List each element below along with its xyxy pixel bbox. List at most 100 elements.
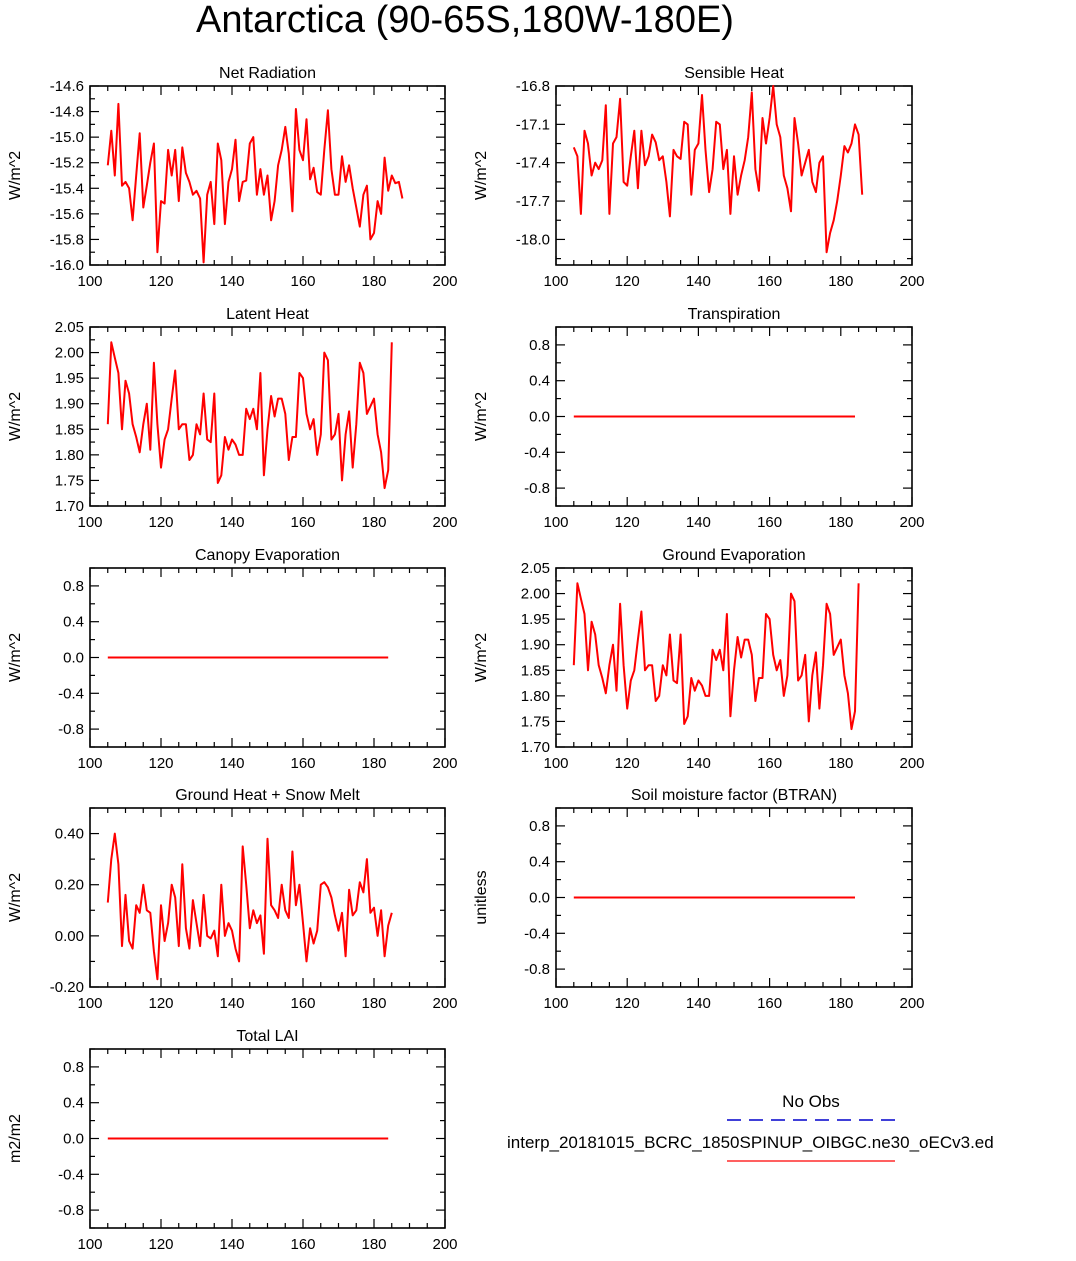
chart-transpiration: Transpiration W/m^2 100 120 140 160 180 200 -0.8… [473,306,925,531]
x-tick-label: 160 [757,755,782,772]
y-axis-label: W/m^2 [473,633,490,682]
x-tick-label: 120 [615,514,640,531]
legend-model-label: interp_20181015_BCRC_1850SPINUP_OIBGC.ne… [507,1133,994,1152]
x-tick-label: 100 [77,995,102,1012]
x-tick-label: 160 [757,514,782,531]
series-line [572,582,860,731]
y-tick-label: 2.05 [55,319,84,336]
x-tick-label: 140 [219,755,244,772]
x-tick-label: 140 [686,514,711,531]
x-tick-label: 160 [290,755,315,772]
y-tick-label: 1.90 [521,637,550,654]
y-tick-label: -0.4 [524,444,550,461]
chart-panels: Net Radiation W/m^2 100 120 140 160 180 200 -16.… [7,65,925,1253]
chart-title: Ground Heat + Snow Melt [175,787,360,804]
y-tick-label: 1.75 [521,713,550,730]
chart-title: Sensible Heat [684,65,784,82]
chart-title: Total LAI [236,1028,298,1045]
x-tick-label: 120 [615,755,640,772]
x-tick-label: 100 [77,273,102,290]
chart-title: Ground Evaporation [662,547,805,564]
chart-sensible-heat: Sensible Heat W/m^2 100 120 140 160 180 200 -18.… [473,65,925,290]
chart-title: Soil moisture factor (BTRAN) [631,787,837,804]
y-tick-label: 0.4 [63,614,84,631]
y-tick-label: -15.8 [50,231,84,248]
y-tick-label: -14.6 [50,78,84,95]
x-tick-label: 200 [432,273,457,290]
plot-frame [555,85,913,266]
chart-canopy-evaporation: Canopy Evaporation W/m^2 100 120 140 160 180 20… [7,547,458,772]
x-tick-label: 180 [828,995,853,1012]
x-tick-label: 160 [290,273,315,290]
y-axis-label: W/m^2 [7,633,24,682]
y-tick-label: 1.95 [55,370,84,387]
y-tick-label: -0.4 [58,685,84,702]
x-tick-label: 180 [361,1236,386,1253]
y-tick-label: -16.0 [50,257,84,274]
x-tick-label: 180 [828,273,853,290]
y-tick-label: 1.70 [55,498,84,515]
chart-title: Latent Heat [226,306,309,323]
series-line [106,102,404,264]
y-tick-label: -15.6 [50,206,84,223]
y-tick-label: 1.75 [55,472,84,489]
chart-title: Canopy Evaporation [195,547,340,564]
x-tick-label: 200 [432,995,457,1012]
x-tick-label: 100 [77,514,102,531]
x-tick-label: 200 [432,755,457,772]
y-tick-label: -0.8 [524,961,550,978]
chart-latent-heat: Latent Heat W/m^2 100 120 140 160 180 200 1.70 1.… [7,306,458,531]
y-tick-label: 0.0 [529,890,550,907]
y-axis-label: W/m^2 [473,151,490,200]
y-tick-label: -0.20 [50,979,84,996]
y-axis-label: W/m^2 [7,873,24,922]
y-tick-label: -0.8 [58,1202,84,1219]
series-line [106,832,393,981]
x-tick-label: 180 [361,514,386,531]
x-tick-label: 200 [432,514,457,531]
x-tick-label: 180 [828,514,853,531]
y-tick-label: 1.70 [521,739,550,756]
x-tick-label: 120 [615,995,640,1012]
y-tick-label: 1.85 [521,662,550,679]
chart-total-lai: Total LAI m2/m2 100 120 140 160 180 200 -0.8 -0.4… [7,1028,458,1253]
x-tick-label: 200 [899,755,924,772]
y-tick-label: 0.40 [55,826,84,843]
y-tick-label: 0.4 [63,1095,84,1112]
x-tick-label: 180 [828,755,853,772]
x-tick-label: 140 [686,755,711,772]
y-tick-label: 2.00 [521,586,550,603]
y-tick-label: -17.4 [516,155,550,172]
x-tick-label: 200 [432,1236,457,1253]
legend: No Obs interp_20181015_BCRC_1850SPINUP_O… [507,1092,994,1162]
x-tick-label: 160 [757,273,782,290]
y-tick-label: -14.8 [50,104,84,121]
y-tick-label: -15.0 [50,129,84,146]
x-tick-label: 120 [615,273,640,290]
x-tick-label: 180 [361,755,386,772]
chart-ground-evaporation: Ground Evaporation W/m^2 100 120 140 160 180 20… [473,547,925,772]
x-tick-label: 140 [219,995,244,1012]
x-tick-label: 200 [899,995,924,1012]
y-tick-label: 0.00 [55,928,84,945]
x-tick-label: 100 [543,755,568,772]
x-tick-label: 140 [686,995,711,1012]
plot-frame [89,807,446,988]
y-tick-label: 0.4 [529,373,550,390]
y-tick-label: 1.95 [521,611,550,628]
chart-title: Transpiration [688,306,781,323]
y-tick-label: -17.7 [516,193,550,210]
x-tick-label: 140 [219,273,244,290]
x-tick-label: 100 [77,1236,102,1253]
x-tick-label: 140 [219,1236,244,1253]
x-tick-label: 100 [77,755,102,772]
y-axis-label: unitless [473,870,490,924]
y-axis-label: W/m^2 [7,392,24,441]
chart-ground-heat-snow-melt: Ground Heat + Snow Melt W/m^2 100 120 140 160… [7,787,458,1012]
x-tick-label: 160 [290,1236,315,1253]
y-tick-label: -0.4 [524,925,550,942]
y-tick-label: 2.00 [55,345,84,362]
y-tick-label: -0.8 [58,721,84,738]
x-tick-label: 180 [361,273,386,290]
